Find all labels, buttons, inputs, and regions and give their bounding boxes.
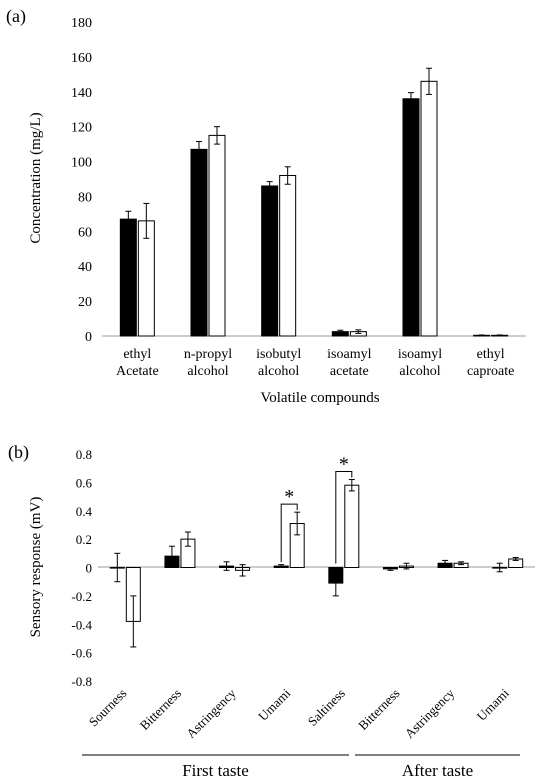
bar — [279, 175, 297, 337]
significance-bracket — [280, 503, 298, 563]
category-label: ethyl — [477, 347, 505, 362]
y-tick-label: 0.2 — [76, 532, 92, 547]
y-tick-label: -0.4 — [71, 617, 92, 632]
y-tick-label: 0.4 — [76, 504, 93, 519]
category-label: Acetate — [116, 364, 159, 379]
bar — [402, 98, 420, 337]
category-label: alcohol — [258, 364, 299, 379]
category-label: n-propyl — [184, 347, 232, 362]
y-tick-label: -0.2 — [71, 589, 92, 604]
significance-star: * — [284, 486, 294, 508]
bars-b — [109, 479, 524, 648]
y-tick-labels-b: -0.8 -0.6 -0.4 -0.2 0 0.2 0.4 0.6 0.8 — [71, 447, 92, 689]
y-tick-label: 140 — [71, 86, 92, 101]
category-label: Sourness — [86, 686, 130, 730]
chart-b: (b) Sensory response (mV) -0.8-0.6-0.4-0… — [8, 442, 535, 780]
y-tick-label: 20 — [78, 295, 92, 310]
group-label: First taste — [182, 761, 249, 780]
y-tick-label: 80 — [78, 190, 92, 205]
y-tick-label: 40 — [78, 260, 92, 275]
significance-bracket — [335, 471, 353, 564]
category-labels-b: Sourness Bitterness Astringency Umami Saltin… — [86, 685, 512, 741]
significance-marks-b: ** — [280, 454, 353, 564]
significance-star: * — [339, 454, 349, 476]
category-label: isoamyl — [327, 347, 371, 362]
bar — [420, 80, 438, 337]
category-labels-a: ethyl Acetate n-propyl alcohol isobutyl alcoh… — [116, 347, 514, 379]
category-label: ethyl — [123, 347, 151, 362]
category-label: isoamyl — [398, 347, 442, 362]
category-label: Bitterness — [355, 686, 402, 733]
y-axis-label-a: Concentration (mg/L) — [28, 112, 44, 243]
bar — [208, 134, 226, 337]
y-tick-label: 120 — [71, 121, 92, 136]
category-label: acetate — [330, 364, 369, 379]
bars-a — [119, 67, 509, 337]
bar — [344, 484, 360, 568]
category-label: Umami — [474, 685, 512, 723]
group-label: After taste — [402, 761, 473, 780]
y-tick-label: -0.6 — [71, 646, 92, 661]
y-tick-label: 0.6 — [76, 475, 93, 490]
bar — [261, 185, 279, 337]
y-tick-label: -0.8 — [71, 674, 92, 689]
category-label: alcohol — [399, 364, 440, 379]
bar — [190, 148, 208, 337]
y-tick-label: 180 — [71, 16, 92, 31]
panel-label-b: (b) — [8, 442, 29, 463]
y-axis-label-b: Sensory response (mV) — [28, 497, 44, 638]
y-tick-label: 160 — [71, 51, 92, 66]
y-tick-label: 0 — [86, 561, 93, 576]
category-label: Astringency — [183, 685, 239, 741]
y-tick-label: 60 — [78, 225, 92, 240]
category-label: Astringency — [402, 685, 458, 741]
category-label: alcohol — [187, 364, 228, 379]
group-brackets-b: First taste After taste — [82, 754, 520, 780]
y-tick-label: 0.8 — [76, 447, 92, 462]
category-label: Saltiness — [305, 686, 348, 729]
bar — [119, 218, 137, 337]
category-label: caproate — [467, 364, 514, 379]
y-tick-labels-a: 0 20 40 60 80 100 120 140 160 180 — [71, 16, 92, 345]
y-tick-label: 0 — [85, 330, 92, 345]
category-label: Bitterness — [137, 686, 184, 733]
x-axis-label-a: Volatile compounds — [260, 390, 379, 406]
category-label: Umami — [255, 685, 293, 723]
panel-label-a: (a) — [6, 6, 26, 27]
y-tick-label: 100 — [71, 156, 92, 171]
category-label: isobutyl — [256, 347, 301, 362]
chart-a: (a) Concentration (mg/L) 0 20 40 60 80 100 120… — [6, 6, 526, 406]
